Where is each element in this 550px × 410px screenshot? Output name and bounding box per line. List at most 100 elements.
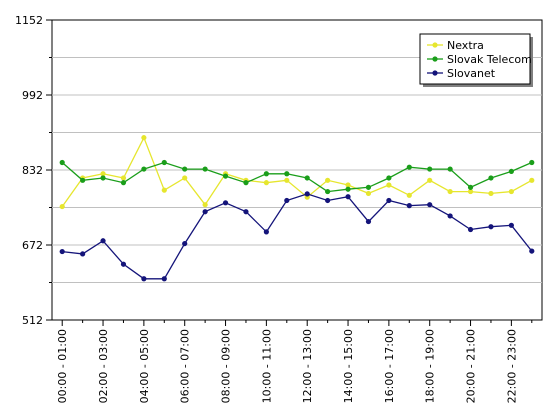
data-point bbox=[325, 177, 331, 183]
data-point bbox=[386, 182, 392, 188]
legend-item: Slovanet bbox=[427, 67, 496, 80]
x-tick-label: 22:00 - 23:00 bbox=[505, 329, 518, 403]
data-point bbox=[467, 184, 474, 190]
data-point bbox=[263, 171, 269, 177]
data-point bbox=[284, 171, 290, 177]
y-tick-label: 512 bbox=[22, 314, 43, 327]
data-point bbox=[202, 202, 208, 208]
data-point bbox=[120, 180, 127, 186]
data-point bbox=[365, 190, 372, 197]
legend-marker bbox=[432, 56, 438, 62]
y-tick-label: 1152 bbox=[15, 14, 43, 27]
data-point bbox=[406, 192, 412, 198]
x-tick-label: 14:00 - 15:00 bbox=[342, 329, 355, 403]
data-point bbox=[529, 248, 535, 254]
y-tick-label: 832 bbox=[22, 164, 43, 177]
data-point bbox=[345, 186, 351, 192]
data-point bbox=[508, 188, 514, 195]
series-line bbox=[62, 193, 533, 280]
x-tick-label: 12:00 - 13:00 bbox=[301, 329, 314, 403]
data-point bbox=[202, 166, 208, 172]
data-point bbox=[284, 177, 290, 183]
data-point bbox=[427, 166, 433, 172]
x-tick-label: 06:00 - 07:00 bbox=[179, 329, 192, 403]
data-point bbox=[182, 166, 188, 172]
data-point bbox=[182, 175, 188, 181]
legend-item: Slovak Telecom bbox=[427, 53, 532, 66]
legend-label: Slovanet bbox=[447, 67, 496, 80]
data-point bbox=[508, 222, 514, 228]
data-point bbox=[365, 184, 372, 190]
data-point bbox=[427, 202, 433, 208]
data-point bbox=[406, 164, 412, 170]
data-point bbox=[508, 168, 514, 175]
data-point bbox=[80, 251, 86, 257]
legend-label: Nextra bbox=[447, 39, 484, 52]
series-slovanet bbox=[59, 191, 535, 282]
data-point bbox=[427, 177, 433, 183]
y-tick-label: 672 bbox=[22, 239, 43, 252]
data-point bbox=[161, 159, 167, 166]
data-point bbox=[447, 188, 453, 195]
data-point bbox=[141, 276, 147, 282]
data-point bbox=[467, 188, 474, 195]
series-slovak-telecom bbox=[59, 159, 535, 195]
data-point bbox=[304, 191, 310, 197]
data-point bbox=[263, 180, 269, 186]
data-point bbox=[222, 200, 229, 206]
legend-marker bbox=[432, 42, 438, 48]
legend-item: Nextra bbox=[427, 39, 484, 52]
data-point bbox=[406, 203, 412, 209]
series-line bbox=[61, 136, 533, 207]
x-tick-label: 16:00 - 17:00 bbox=[383, 329, 396, 403]
data-point bbox=[365, 218, 372, 225]
data-point bbox=[182, 240, 188, 247]
data-point bbox=[120, 175, 127, 181]
data-point bbox=[141, 166, 147, 172]
data-point bbox=[325, 197, 331, 204]
data-point bbox=[284, 197, 290, 204]
x-tick-label: 00:00 - 01:00 bbox=[56, 329, 69, 403]
data-point bbox=[100, 171, 106, 177]
data-point bbox=[488, 175, 494, 181]
data-point bbox=[488, 224, 494, 230]
data-point bbox=[100, 238, 106, 244]
legend-label: Slovak Telecom bbox=[447, 53, 532, 66]
y-tick-label: 992 bbox=[22, 89, 43, 102]
x-tick-label: 08:00 - 09:00 bbox=[220, 329, 233, 403]
data-point bbox=[263, 229, 269, 235]
data-point bbox=[488, 190, 494, 197]
x-tick-label: 04:00 - 05:00 bbox=[138, 329, 151, 403]
data-point bbox=[80, 177, 86, 183]
x-axis: 00:00 - 01:00 02:00 - 03:00 04:00 - 05:00 0… bbox=[56, 320, 533, 403]
data-point bbox=[304, 175, 310, 181]
data-point bbox=[161, 187, 167, 193]
x-tick-label: 02:00 - 03:00 bbox=[97, 329, 110, 403]
data-point bbox=[345, 194, 351, 200]
data-point bbox=[325, 188, 331, 195]
data-point bbox=[161, 276, 167, 282]
data-point bbox=[386, 175, 392, 181]
data-point bbox=[59, 159, 65, 166]
data-point bbox=[120, 261, 127, 267]
x-tick-label: 20:00 - 21:00 bbox=[465, 329, 478, 403]
data-point bbox=[141, 135, 147, 141]
data-point bbox=[529, 159, 535, 166]
data-point bbox=[529, 177, 535, 183]
data-point bbox=[202, 209, 208, 215]
data-point bbox=[447, 213, 453, 219]
legend-marker bbox=[432, 70, 438, 76]
data-point bbox=[345, 182, 351, 188]
x-tick-label: 10:00 - 11:00 bbox=[260, 329, 273, 403]
data-point bbox=[59, 248, 65, 255]
data-point bbox=[447, 166, 453, 172]
series-group bbox=[59, 135, 535, 282]
data-point bbox=[222, 173, 229, 179]
x-tick-label: 18:00 - 19:00 bbox=[424, 329, 437, 403]
data-point bbox=[100, 175, 106, 181]
data-point bbox=[243, 209, 249, 215]
data-point bbox=[59, 203, 65, 210]
data-point bbox=[243, 180, 249, 186]
